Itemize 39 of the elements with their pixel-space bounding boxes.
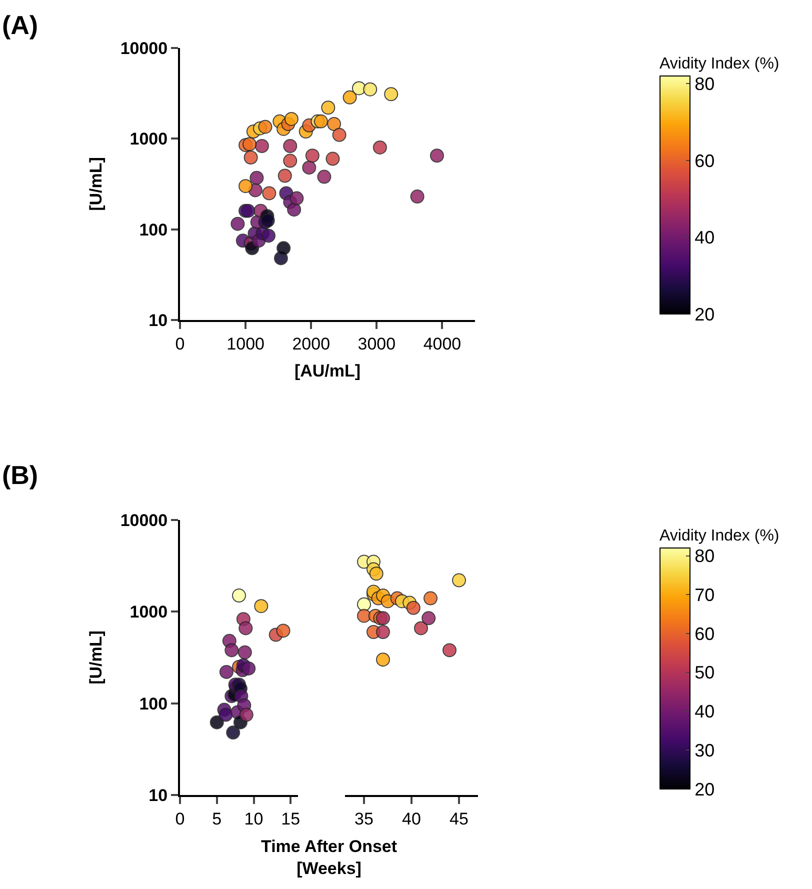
y-axis-title: [U/mL] — [86, 157, 106, 211]
y-tick-label: 10 — [148, 786, 168, 805]
color-bar-label: 50 — [694, 662, 715, 683]
y-tick-label: 100 — [139, 220, 168, 240]
color-bar-label: 70 — [694, 584, 715, 605]
y-tick-label: 100 — [139, 694, 168, 714]
x-axis-title: Time After Onset [Weeks] — [261, 837, 398, 878]
y-tick-label: 1000 — [130, 602, 168, 622]
x-tick-label: 45 — [450, 809, 468, 828]
y-tick-label: 1000 — [130, 130, 168, 149]
x-tick-label: 40 — [402, 809, 421, 828]
color-bar-label: 60 — [694, 150, 715, 171]
chart-title: (B) — [2, 460, 38, 490]
color-bar-title: Avidity Index (%) — [660, 528, 780, 544]
color-bar-label: 30 — [694, 740, 715, 760]
color-bar-label: 80 — [694, 546, 715, 566]
color-bar-label: 60 — [694, 624, 715, 644]
x-tick-label: 1000 — [226, 334, 264, 354]
color-bar-label: 40 — [694, 702, 715, 722]
x-tick-label: 0 — [175, 334, 185, 354]
x-tick-label: 5 — [212, 809, 222, 828]
x-tick-label: 2000 — [292, 334, 330, 354]
color-bar-label: 40 — [694, 228, 715, 248]
y-tick-label: 10000 — [120, 38, 168, 58]
x-tick-label: 10 — [244, 809, 264, 828]
color-bar-label: 20 — [694, 304, 715, 324]
x-tick-label: 3000 — [358, 334, 396, 354]
x-tick-label: 4000 — [423, 334, 462, 354]
x-tick-label: 35 — [354, 809, 374, 828]
y-tick-label: 10 — [148, 310, 168, 330]
color-bar-label: 20 — [694, 779, 715, 800]
y-tick-label: 10000 — [120, 510, 168, 530]
chart-title: (A) — [2, 10, 38, 40]
x-axis-title: [AU/mL] — [294, 361, 361, 380]
y-axis-title: [U/mL] — [86, 630, 106, 684]
color-bar-title: Avidity Index (%) — [660, 56, 780, 72]
x-tick-label: 0 — [175, 809, 185, 828]
color-bar-label: 80 — [694, 74, 715, 94]
x-tick-label: 15 — [281, 809, 300, 828]
